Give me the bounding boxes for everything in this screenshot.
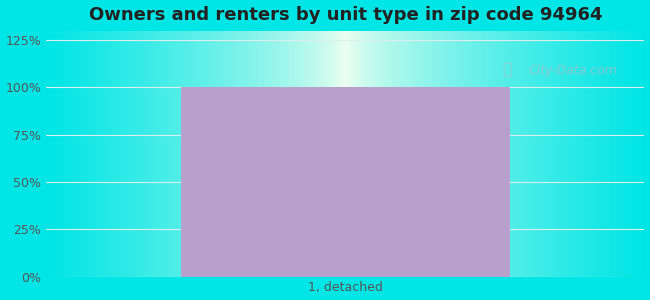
Text: City-Data.com: City-Data.com	[528, 64, 617, 76]
Bar	[181, 87, 510, 277]
Text: ⦿: ⦿	[502, 62, 512, 77]
Title: Owners and renters by unit type in zip code 94964: Owners and renters by unit type in zip c…	[88, 6, 602, 24]
